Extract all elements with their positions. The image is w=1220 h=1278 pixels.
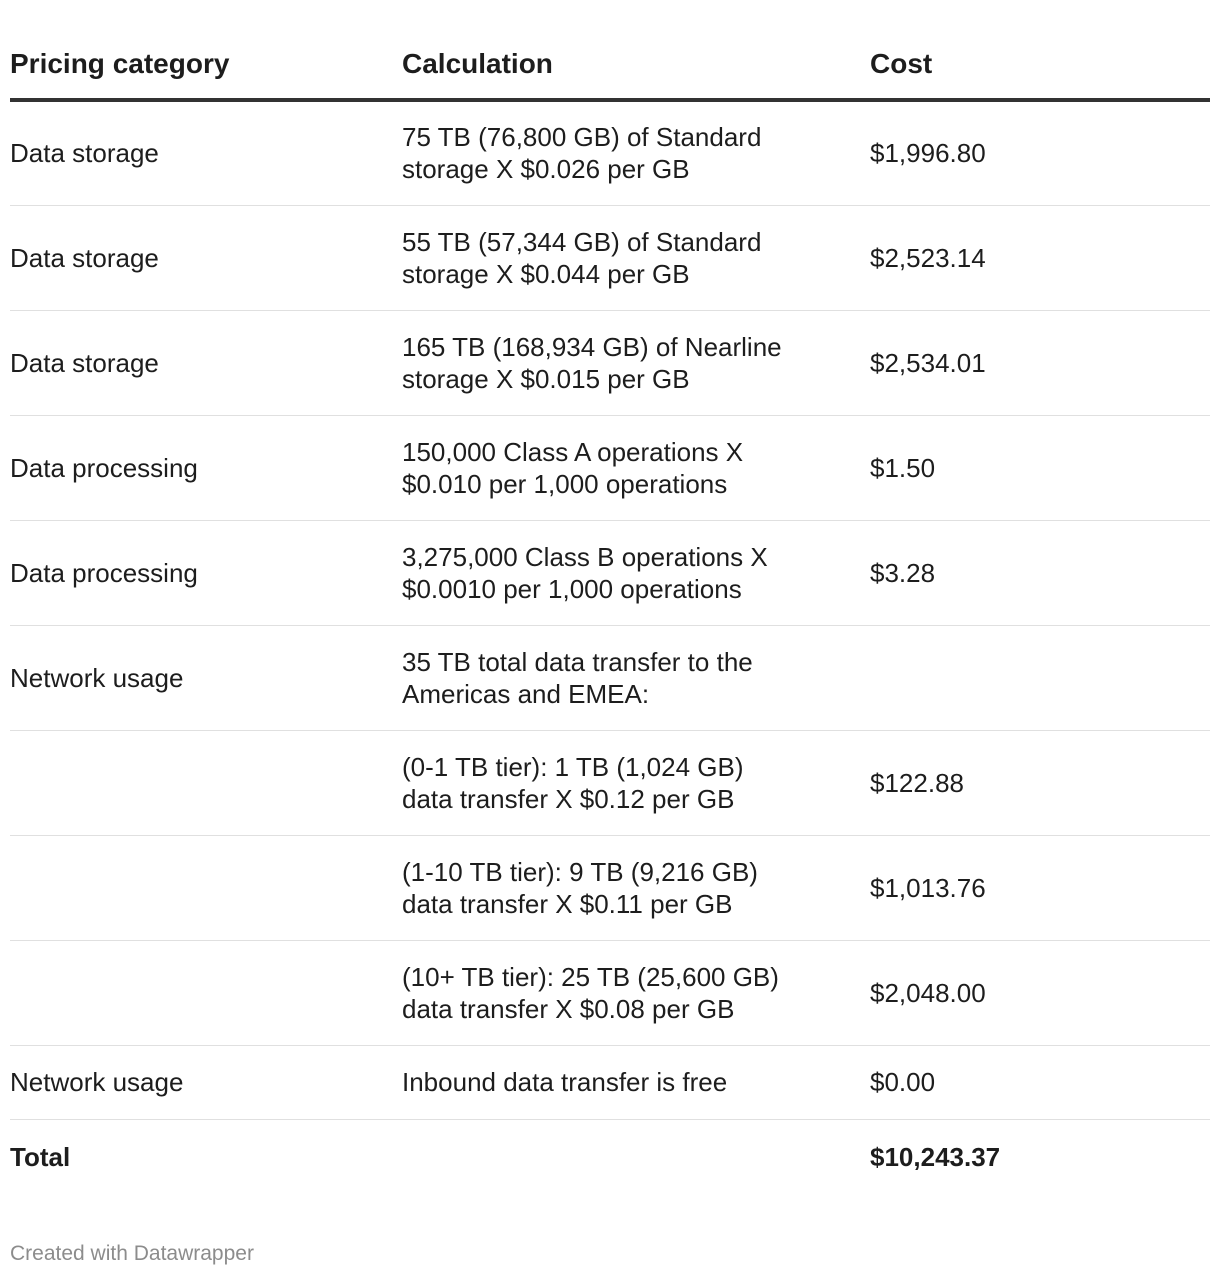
cell-cost: $122.88: [870, 730, 1210, 836]
cell-calculation: 150,000 Class A operations X $0.010 per 1…: [402, 415, 870, 521]
table-row: (0-1 TB tier): 1 TB (1,024 GB) data trans…: [10, 730, 1210, 836]
cell-cost: $2,534.01: [870, 310, 1210, 416]
calculation-line: $0.0010 per 1,000 operations: [402, 573, 742, 604]
cell-calculation: 3,275,000 Class B operations X $0.0010 pe…: [402, 520, 870, 626]
cell-cost: $2,048.00: [870, 940, 1210, 1046]
calculation-line: (1-10 TB tier): 9 TB (9,216 GB): [402, 856, 758, 887]
calculation-line: (0-1 TB tier): 1 TB (1,024 GB): [402, 751, 744, 782]
calculation-line: 35 TB total data transfer to the: [402, 646, 753, 677]
calculation-line: 55 TB (57,344 GB) of Standard: [402, 226, 762, 257]
calculation-line: storage X $0.026 per GB: [402, 154, 690, 185]
cell-cost: $1.50: [870, 415, 1210, 521]
table-row: Network usage Inbound data transfer is fr…: [10, 1045, 1210, 1120]
calculation-line: 165 TB (168,934 GB) of Nearline: [402, 331, 782, 362]
table-row: Data processing 3,275,000 Class B operati…: [10, 520, 1210, 626]
cell-calculation: (10+ TB tier): 25 TB (25,600 GB) data tra…: [402, 940, 870, 1046]
cell-calculation: (1-10 TB tier): 9 TB (9,216 GB) data tran…: [402, 835, 870, 941]
cell-pricing-category: Network usage: [10, 1045, 402, 1120]
datawrapper-credit: Created with Datawrapper: [10, 1242, 254, 1265]
calculation-line: data transfer X $0.08 per GB: [402, 993, 735, 1024]
cell-pricing-category: Network usage: [10, 625, 402, 731]
calculation-line: data transfer X $0.11 per GB: [402, 888, 733, 919]
cell-cost: $3.28: [870, 520, 1210, 626]
total-cost: $10,243.37: [870, 1141, 1001, 1172]
cell-pricing-category: Data storage: [10, 205, 402, 311]
cell-pricing-category: Data storage: [10, 310, 402, 416]
table-row: (10+ TB tier): 25 TB (25,600 GB) data tra…: [10, 940, 1210, 1046]
cell-pricing-category: Data storage: [10, 100, 402, 206]
calculation-line: storage X $0.015 per GB: [402, 363, 690, 394]
header-pricing-category: Pricing category: [10, 0, 402, 102]
cell-pricing-category: Data processing: [10, 520, 402, 626]
calculation-line: 3,275,000 Class B operations X: [402, 541, 768, 572]
pricing-table: Pricing category Calculation Cost Data s…: [10, 0, 1210, 1194]
calculation-line: Inbound data transfer is free: [402, 1067, 728, 1097]
cell-pricing-category: [10, 730, 402, 836]
cell-pricing-category: [10, 940, 402, 1046]
cell-cost: $1,013.76: [870, 835, 1210, 941]
total-row: Total $10,243.37: [10, 1119, 1210, 1194]
header-calculation: Calculation: [402, 0, 870, 102]
cell-pricing-category: [10, 835, 402, 941]
cell-calculation: (0-1 TB tier): 1 TB (1,024 GB) data trans…: [402, 730, 870, 836]
cell-calculation: 55 TB (57,344 GB) of Standard storage X $…: [402, 205, 870, 311]
cell-cost: $2,523.14: [870, 205, 1210, 311]
calculation-line: 75 TB (76,800 GB) of Standard: [402, 122, 762, 153]
cell-calculation: Inbound data transfer is free: [402, 1045, 870, 1120]
pricing-table-container: Pricing category Calculation Cost Data s…: [10, 0, 1210, 1194]
cell-cost: $0.00: [870, 1045, 1210, 1120]
cell-calculation: 165 TB (168,934 GB) of Nearline storage X…: [402, 310, 870, 416]
table-row: Network usage 35 TB total data transfer t…: [10, 625, 1210, 731]
table-row: Data storage 75 TB (76,800 GB) of Standar…: [10, 100, 1210, 206]
table-header: Pricing category Calculation Cost: [10, 0, 1210, 102]
cell-pricing-category: Data processing: [10, 415, 402, 521]
table-row: (1-10 TB tier): 9 TB (9,216 GB) data tran…: [10, 835, 1210, 941]
calculation-line: $0.010 per 1,000 operations: [402, 468, 728, 499]
cell-cost: $1,996.80: [870, 100, 1210, 206]
calculation-line: 150,000 Class A operations X: [402, 436, 744, 467]
header-cost: Cost: [870, 0, 1210, 102]
calculation-line: storage X $0.044 per GB: [402, 258, 690, 289]
calculation-line: (10+ TB tier): 25 TB (25,600 GB): [402, 961, 779, 992]
cell-calculation: 75 TB (76,800 GB) of Standard storage X $…: [402, 100, 870, 206]
total-label: Total: [10, 1141, 71, 1172]
table-row: Data storage 55 TB (57,344 GB) of Standar…: [10, 205, 1210, 311]
table-body: Data storage 75 TB (76,800 GB) of Standar…: [10, 100, 1210, 1194]
total-calculation: [402, 1119, 870, 1194]
calculation-line: Americas and EMEA:: [402, 678, 650, 709]
cell-cost: [870, 625, 1210, 731]
table-row: Data processing 150,000 Class A operation…: [10, 415, 1210, 521]
calculation-line: data transfer X $0.12 per GB: [402, 783, 735, 814]
table-row: Data storage 165 TB (168,934 GB) of Nearl…: [10, 310, 1210, 416]
cell-calculation: 35 TB total data transfer to the Americas…: [402, 625, 870, 731]
header-row: Pricing category Calculation Cost: [10, 0, 1210, 102]
